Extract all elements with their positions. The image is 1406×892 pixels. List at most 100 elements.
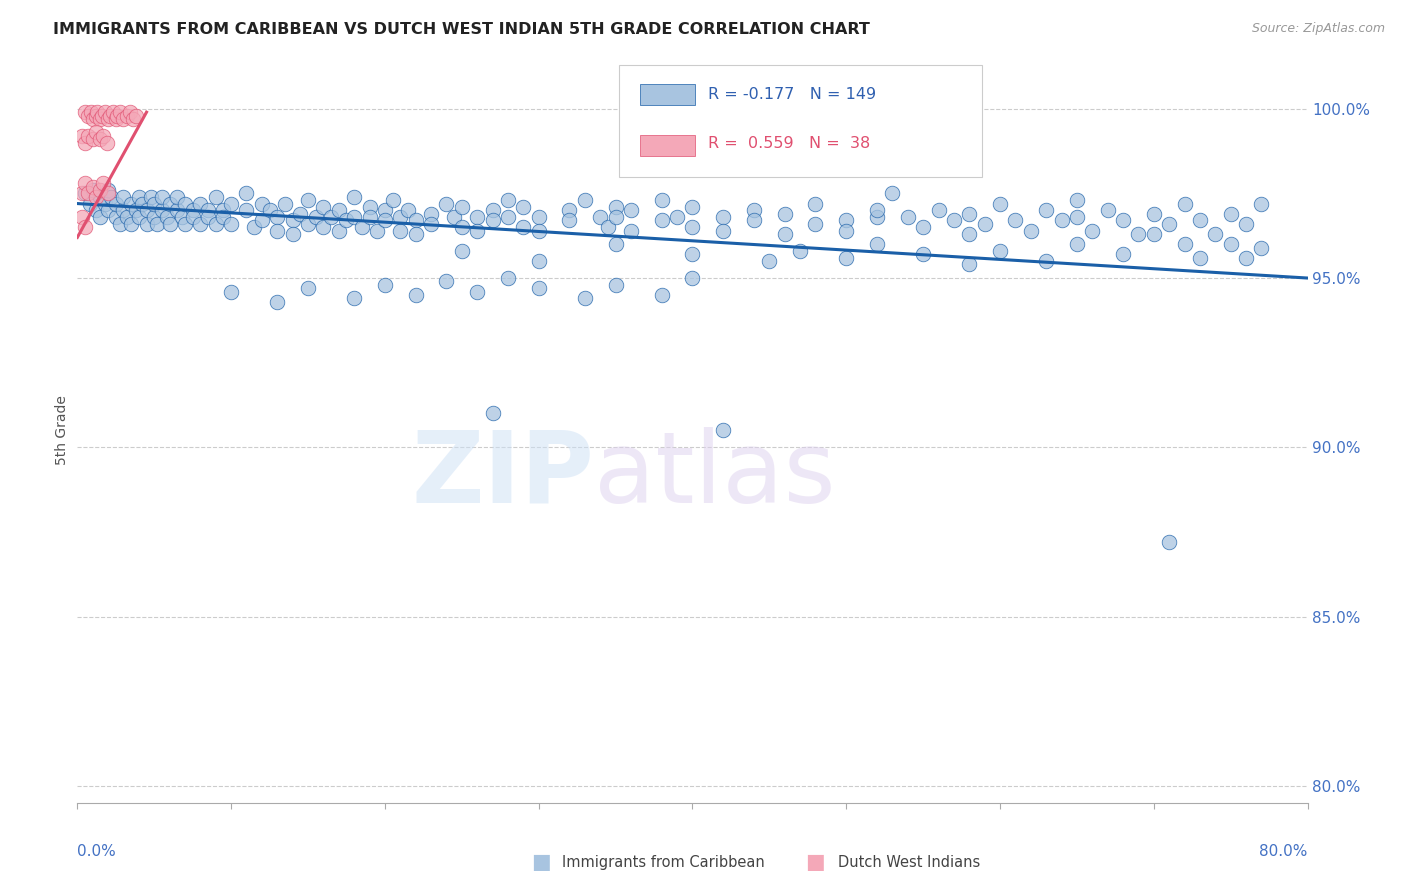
Point (420, 217, 443, 231)
Point (143, 196, 166, 211)
Text: R = -0.177   N = 149: R = -0.177 N = 149 (709, 87, 876, 102)
Text: ■: ■ (531, 852, 551, 871)
Point (835, 251, 858, 265)
Point (90, 109, 114, 123)
Point (170, 210, 193, 224)
Point (359, 200, 381, 214)
Point (84, 203, 107, 218)
Point (1035, 254, 1057, 268)
Point (957, 227, 980, 241)
Point (496, 271, 519, 285)
Point (135, 203, 157, 218)
Point (897, 210, 920, 224)
Point (620, 224, 643, 238)
Point (711, 424, 734, 438)
Point (1219, 207, 1241, 221)
Point (450, 200, 472, 214)
Point (527, 281, 550, 295)
Point (405, 213, 427, 227)
Point (135, 217, 157, 231)
Point (1159, 535, 1181, 549)
Point (155, 210, 177, 224)
Point (150, 203, 173, 218)
Point (328, 203, 350, 218)
Point (1174, 196, 1197, 211)
Point (250, 213, 273, 227)
Point (219, 285, 242, 299)
Point (266, 224, 288, 238)
Point (101, 105, 124, 120)
Point (742, 213, 765, 227)
Y-axis label: 5th Grade: 5th Grade (55, 395, 69, 466)
Point (181, 210, 204, 224)
Point (443, 210, 465, 224)
Point (405, 288, 427, 302)
Point (1174, 237, 1197, 252)
Point (115, 210, 138, 224)
Point (1019, 224, 1042, 238)
Point (436, 196, 458, 211)
Point (1066, 193, 1088, 207)
Text: ■: ■ (806, 852, 825, 871)
Point (312, 220, 335, 235)
Point (620, 203, 643, 218)
Point (104, 112, 127, 126)
Point (204, 190, 226, 204)
Point (343, 210, 366, 224)
Point (70, 128, 93, 143)
Point (125, 203, 148, 218)
Point (82, 183, 104, 197)
Point (481, 213, 503, 227)
Point (98, 109, 121, 123)
Point (682, 200, 704, 214)
Point (1097, 203, 1119, 218)
Point (666, 210, 689, 224)
Point (259, 203, 281, 218)
Point (1188, 213, 1211, 227)
Point (212, 203, 235, 218)
Point (450, 220, 472, 235)
Point (1112, 247, 1135, 261)
Point (682, 220, 704, 235)
Point (1143, 227, 1166, 241)
Point (159, 217, 181, 231)
Point (84, 126, 107, 140)
Point (82, 112, 104, 126)
Point (465, 210, 488, 224)
Point (89, 190, 111, 204)
Point (96, 136, 118, 150)
Point (82, 132, 104, 146)
Point (86, 105, 108, 120)
Point (866, 203, 889, 218)
Point (174, 196, 197, 211)
Point (250, 196, 273, 211)
Text: R =  0.559   N =  38: R = 0.559 N = 38 (709, 136, 870, 151)
Point (1188, 251, 1211, 265)
Point (1250, 196, 1272, 211)
Point (481, 203, 503, 218)
Point (73, 176, 96, 190)
Point (89, 112, 111, 126)
Point (77, 128, 100, 143)
Point (436, 275, 458, 289)
Point (374, 277, 396, 292)
Point (420, 207, 443, 221)
Point (70, 210, 93, 224)
Point (496, 193, 519, 207)
Point (512, 200, 534, 214)
Point (128, 210, 150, 224)
Point (1159, 217, 1181, 231)
Point (274, 196, 297, 211)
Point (197, 203, 219, 218)
Point (804, 217, 827, 231)
Point (374, 213, 396, 227)
Point (89, 183, 111, 197)
Point (527, 254, 550, 268)
Point (115, 109, 138, 123)
Point (219, 217, 242, 231)
Text: IMMIGRANTS FROM CARIBBEAN VS DUTCH WEST INDIAN 5TH GRADE CORRELATION CHART: IMMIGRANTS FROM CARIBBEAN VS DUTCH WEST … (53, 22, 870, 37)
Point (957, 207, 980, 221)
Text: ZIP: ZIP (411, 426, 595, 524)
Point (651, 193, 673, 207)
Point (121, 112, 143, 126)
